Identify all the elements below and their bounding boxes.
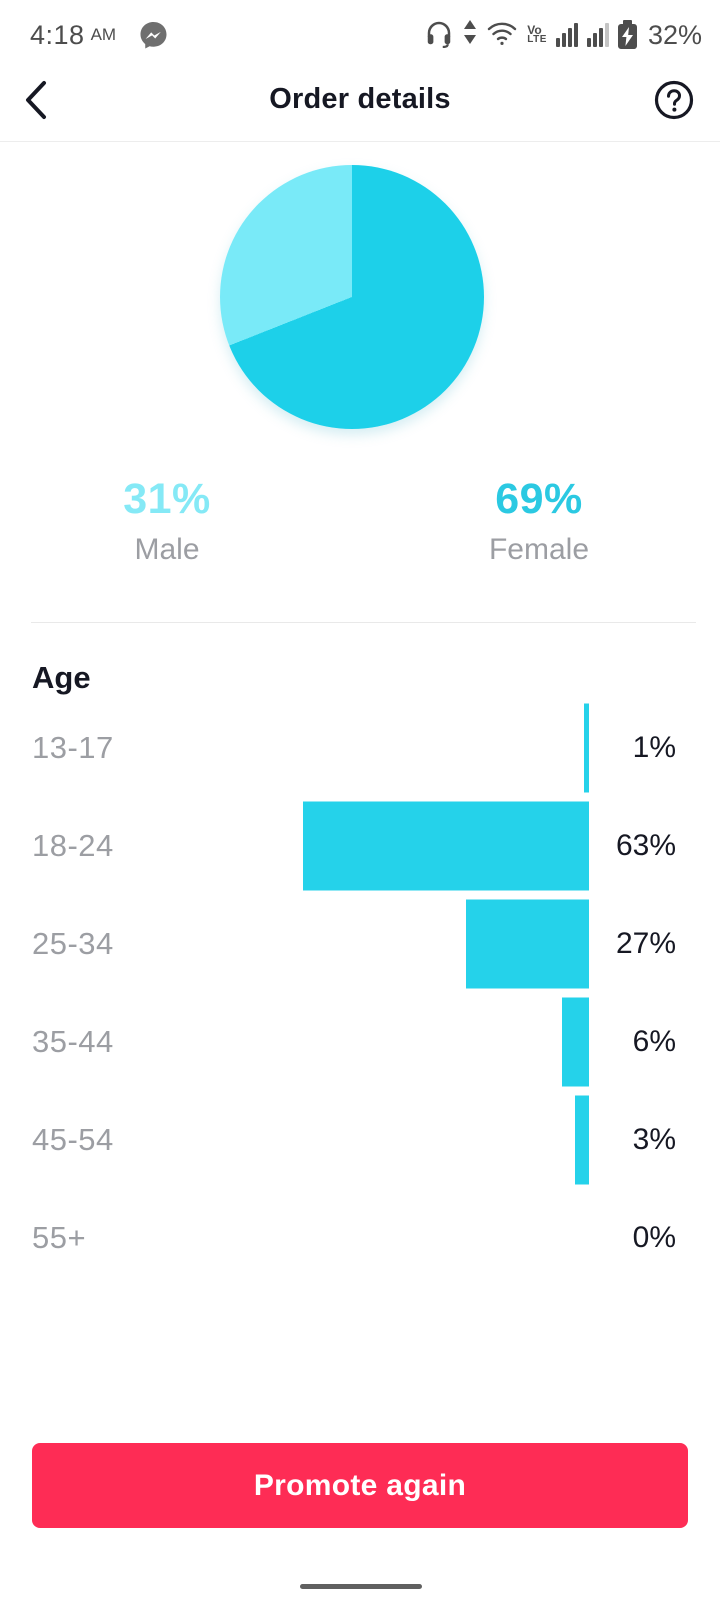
header: Order details <box>0 58 720 141</box>
help-icon[interactable] <box>652 78 696 122</box>
age-row: 55+ 0% <box>32 1189 676 1287</box>
age-bar-chart: 13-17 1% 18-24 63% 25-34 27% 35-44 6% 45-54 3% 55+… <box>32 699 676 1287</box>
data-arrows-icon <box>463 19 477 52</box>
signal-sim2-icon <box>586 23 609 47</box>
age-row-label: 18-24 <box>32 828 114 863</box>
signal-sim1-icon <box>555 23 578 47</box>
gender-pie-chart <box>220 165 484 429</box>
section-divider <box>31 622 696 623</box>
age-bar <box>584 703 589 793</box>
age-row-value: 27% <box>615 927 676 960</box>
female-label: Female <box>488 533 590 566</box>
status-icons: Vo LTE 32% <box>424 18 702 53</box>
age-bar <box>562 997 589 1087</box>
clock-time: 4:18 <box>30 19 85 50</box>
age-row-value: 0% <box>632 1221 676 1254</box>
headset-icon <box>424 18 454 53</box>
back-button[interactable] <box>24 77 70 123</box>
wifi-icon <box>486 20 518 51</box>
page-title: Order details <box>269 83 451 115</box>
age-row: 45-54 3% <box>32 1091 676 1189</box>
age-row-value: 63% <box>615 829 676 862</box>
home-indicator[interactable] <box>300 1584 422 1589</box>
age-row-label: 25-34 <box>32 926 114 961</box>
promote-again-button[interactable]: Promote again <box>32 1443 688 1528</box>
age-row: 25-34 27% <box>32 895 676 993</box>
age-row-label: 13-17 <box>32 730 114 765</box>
battery-charging-icon <box>617 20 637 50</box>
age-row: 35-44 6% <box>32 993 676 1091</box>
age-bar <box>303 801 589 891</box>
battery-percent: 32% <box>647 19 702 50</box>
age-row: 13-17 1% <box>32 699 676 797</box>
header-divider <box>0 141 720 142</box>
age-row-value: 6% <box>632 1025 676 1058</box>
volte-icon: Vo LTE <box>527 23 547 45</box>
age-row-label: 45-54 <box>32 1122 114 1157</box>
age-row-label: 35-44 <box>32 1024 114 1059</box>
age-row: 18-24 63% <box>32 797 676 895</box>
age-row-value: 1% <box>632 731 676 764</box>
male-stat: 31% Male <box>32 474 302 567</box>
messenger-icon <box>138 20 169 51</box>
male-percent: 31% <box>123 475 211 523</box>
age-row-label: 55+ <box>32 1220 87 1255</box>
female-percent: 69% <box>495 475 583 523</box>
male-label: Male <box>134 533 200 566</box>
female-stat: 69% Female <box>404 474 674 567</box>
age-bar <box>575 1095 589 1185</box>
age-bar <box>466 899 589 989</box>
clock-meridiem: AM <box>90 25 117 44</box>
age-section-title: Age <box>32 660 91 695</box>
age-row-value: 3% <box>632 1123 676 1156</box>
status-bar: 4:18 AM <box>0 0 720 58</box>
